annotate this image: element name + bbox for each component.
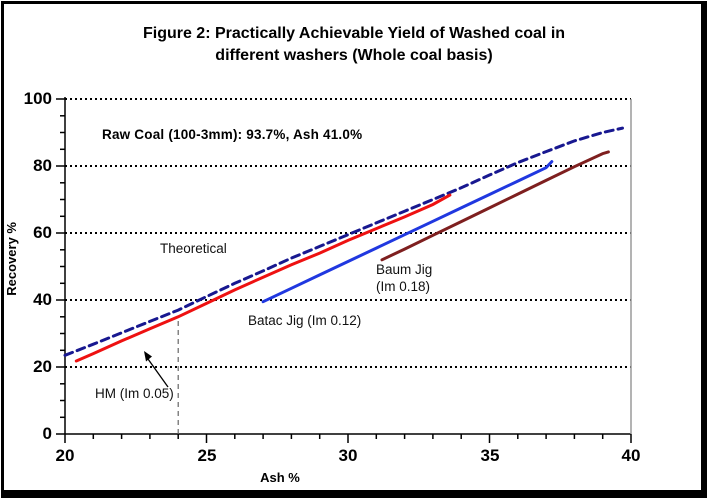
baum-jig-curve-label-line1: Baum Jig (376, 262, 433, 277)
series-line-1 (74, 193, 452, 363)
batac-jig-curve-label: Batac Jig (Im 0.12) (248, 313, 362, 328)
x-tick-label-30: 30 (338, 446, 358, 465)
y-tick-label-80: 80 (33, 156, 52, 175)
x-tick-label-35: 35 (480, 446, 500, 465)
x-tick-label-40: 40 (621, 446, 641, 465)
y-tick-label-40: 40 (33, 290, 52, 309)
x-axis-title: Ash % (260, 470, 300, 485)
x-tick-label-20: 20 (55, 446, 75, 465)
series-line-2 (261, 160, 554, 304)
baum-jig-curve-label-line2: (Im 0.18) (376, 279, 431, 294)
chart-title-line1: Figure 2: Practically Achievable Yield o… (142, 25, 566, 42)
y-tick-label-60: 60 (33, 223, 52, 242)
theoretical-curve-label: Theoretical (160, 241, 227, 256)
series-line-3 (380, 150, 610, 262)
y-tick-label-0: 0 (42, 424, 52, 443)
raw-coal-annotation: Raw Coal (100-3mm): 93.7%, Ash 41.0% (102, 127, 363, 142)
series-line-0 (63, 126, 624, 357)
chart-title-line2: different washers (Whole coal basis) (215, 47, 493, 64)
y-tick-label-100: 100 (23, 89, 52, 108)
hm-arrow (144, 351, 169, 388)
y-tick-label-20: 20 (33, 357, 52, 376)
hm-curve-label: HM (Im 0.05) (95, 386, 174, 401)
x-tick-label-25: 25 (197, 446, 217, 465)
